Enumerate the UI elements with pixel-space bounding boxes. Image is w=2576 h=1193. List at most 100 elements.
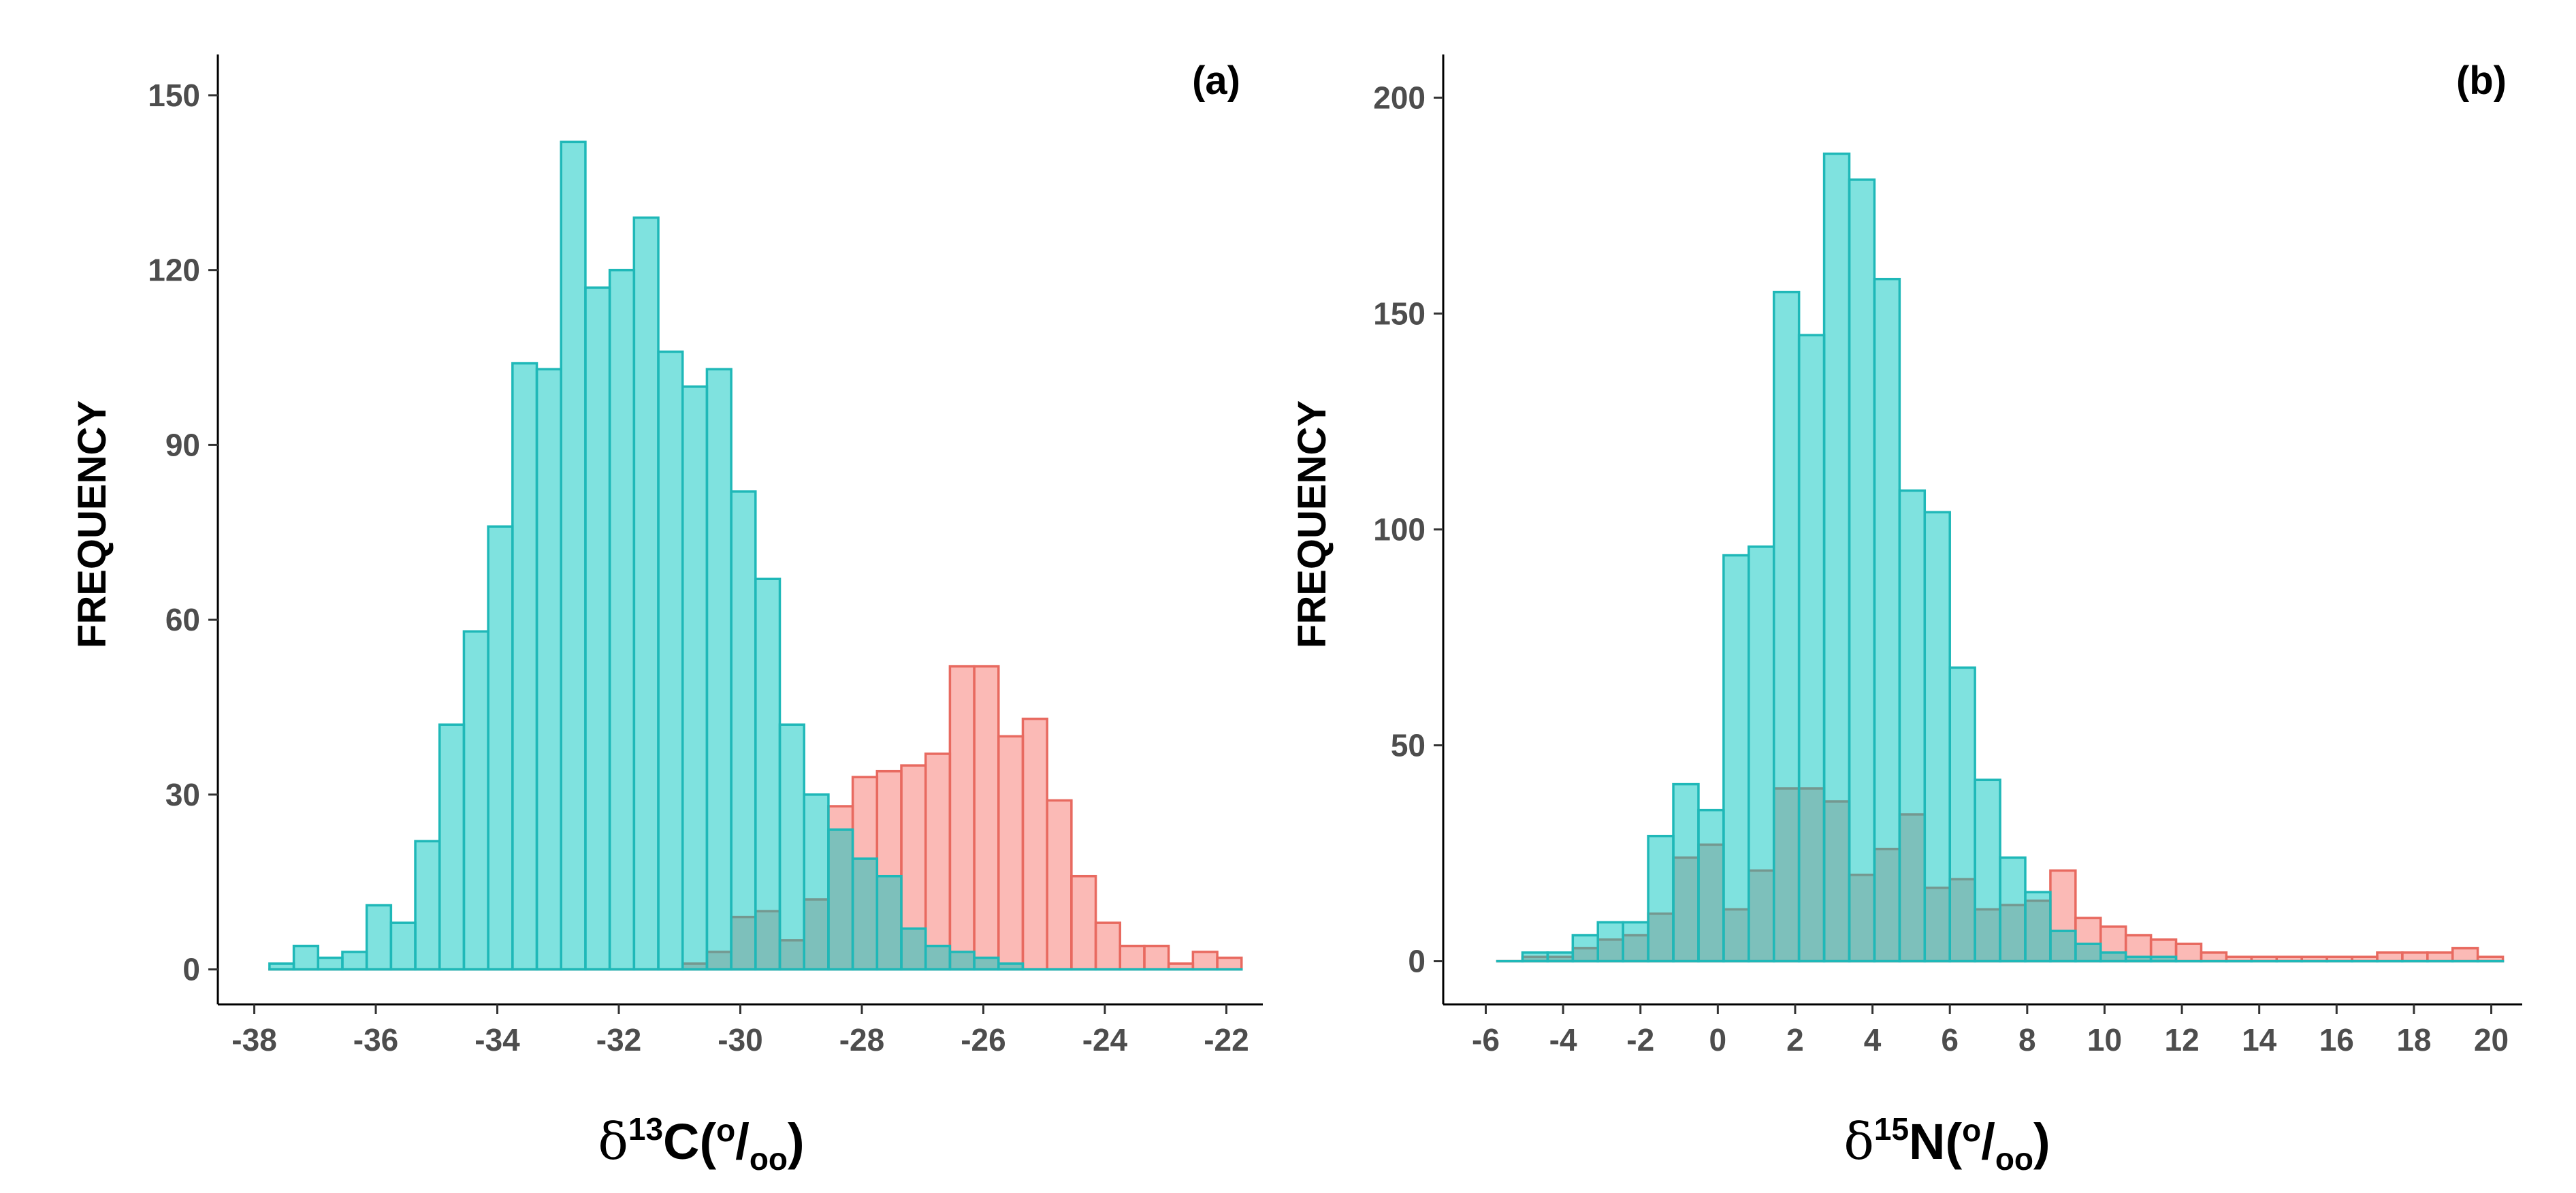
panel-b-x-tick-label-2: -2 [1626,1022,1654,1057]
panel-b-bar-teal-19 [1974,778,2001,963]
panel-b-x-tick-label-7: 8 [2018,1022,2036,1057]
panel-b-x-title-slash: / [1981,1113,1995,1170]
panel-b-x-title-close-paren: ) [2033,1113,2050,1170]
panel-a-label: (a) [1192,59,1240,103]
panel-a-x-tick-label-4: -30 [718,1022,762,1057]
panel-a-bar-red-32 [1046,799,1073,971]
panel-b-bar-red-38 [2451,947,2479,963]
panel-b-bar-teal-12 [1797,334,1826,963]
panel-b-y-tick-label-0: 0 [1408,944,1426,979]
panel-b-y-axis-title: FREQUENCY [1290,400,1334,648]
panel-a-x-tick-label-6: -26 [961,1022,1005,1057]
panel-a-bar-teal-24 [851,857,879,971]
panel-a-x-tick-label-1: -36 [353,1022,398,1057]
panel-a-y-tick-label-3: 90 [165,427,200,462]
panel-b-bar-teal-25 [2124,955,2153,963]
panel-a-y-tick-label-4: 120 [148,253,200,288]
panel-b-bar-teal-18 [1948,666,1976,963]
panel-b-bar-teal-7 [1672,782,1700,963]
panel-b-bar-teal-1 [1521,951,1549,963]
panel-a-bar-teal-5 [389,921,417,971]
panel-b-x-title-superscript: 15 [1874,1111,1909,1147]
panel-b-x-title-delta: δ [1844,1113,1874,1171]
panel-b-x-tick-label-10: 14 [2242,1022,2277,1057]
panel-a-x-title-superscript: 13 [628,1111,663,1147]
panel-b-bar-teal-10 [1748,545,1775,963]
panel-b-x-tick-label-0: -6 [1472,1022,1500,1057]
panel-b-axes: 0 50 100 150 200 -6 -4 -2 0 2 4 6 8 10 12 14 16 18 20 [1373,54,2522,1057]
panel-b-bar-red-35 [2376,951,2404,963]
panel-a-bar-teal-21 [778,723,805,971]
panel-a-bars [268,140,1243,971]
panel-b-bar-teal-3 [1571,934,1599,963]
panel-a-bar-red-30 [997,735,1025,971]
panel-a-bar-red-39 [1216,956,1243,971]
panel-a-y-axis-title: FREQUENCY [70,400,114,648]
panel-a-bar-red-27 [924,752,952,971]
panel-b-x-tick-label-5: 4 [1864,1022,1882,1057]
panel-a-bar-teal-12 [560,140,587,971]
panel-a-bar-red-36 [1143,944,1170,971]
panel-b-bar-teal-21 [2024,891,2052,963]
panel-b-label: (b) [2456,59,2507,103]
panel-b-bar-teal-22 [2049,929,2077,963]
panel-a-bar-teal-25 [875,874,903,971]
panel-b-x-tick-label-3: 0 [1709,1022,1727,1057]
panel-b-bar-teal-8 [1697,808,1725,963]
panel-a-x-title-element: C [663,1113,699,1170]
panel-a-bar-teal-16 [657,350,684,971]
panel-a-axes: 0 30 60 90 120 150 -38 -36 -34 -32 -30 -28 -26 -24 -22 [148,54,1263,1057]
panel-a-bar-teal-19 [730,490,757,971]
panel-a-x-title-close-paren: ) [788,1113,805,1170]
panel-a-bar-teal-7 [438,723,466,971]
panel-b-bar-red-28 [2200,951,2228,963]
panel-a-bar-teal-6 [414,840,441,971]
panel-b-bar-teal-5 [1622,921,1649,963]
panel-a-bar-red-31 [1021,717,1048,971]
panel-b-x-tick-label-4: 2 [1786,1022,1804,1057]
panel-a-bar-red-33 [1070,874,1097,971]
panel-a-y-tick-label-2: 60 [165,602,200,637]
panel-a-bar-red-34 [1094,921,1122,971]
panel-a-x-title-per-sup: o [716,1113,735,1148]
panel-a-bar-teal-4 [365,904,393,971]
panel-b-bar-teal-20 [1999,856,2027,963]
panel-b-bar-teal-26 [2149,955,2178,963]
panel-a-bar-teal-9 [487,525,514,971]
panel-a-bar-teal-18 [705,368,732,971]
panel-b-bar-red-27 [2174,942,2203,963]
panel-b-bar-teal-4 [1596,921,1624,963]
panel-b-bar-teal-23 [2074,942,2102,963]
panel-b-bar-teal-15 [1873,277,1901,963]
panel-a-bar-teal-30 [997,962,1025,971]
panel-a-bar-teal-26 [900,927,927,971]
panel-a-bar-teal-1 [292,944,320,971]
panel-b-bar-teal-9 [1722,554,1750,963]
panel-b-x-title-element: N [1909,1113,1945,1170]
panel-b-x-tick-label-12: 18 [2396,1022,2431,1057]
panel-b-y-tick-label-3: 150 [1373,296,1426,331]
panel-b-bar-teal-16 [1898,489,1927,963]
panel-a-bar-teal-22 [803,793,830,971]
panel-a-bar-teal-14 [608,268,636,971]
panel-b-y-tick-label-1: 50 [1391,728,1426,763]
panel-b-x-title-open-paren: ( [1946,1113,1963,1170]
panel-a-y-tick-label-5: 150 [148,78,200,113]
panel-a-bar-teal-17 [681,385,709,971]
panel-a-x-title-delta: δ [598,1113,628,1171]
panel-a-x-tick-label-0: -38 [231,1022,276,1057]
panel-a-bar-teal-2 [317,956,344,971]
panel-b-x-tick-label-9: 12 [2164,1022,2199,1057]
panel-a-x-title-per-sub: oo [750,1141,788,1177]
panel-a-bar-teal-11 [535,368,562,971]
panel-b-y-tick-label-2: 100 [1373,512,1426,547]
panel-a-bar-red-38 [1191,951,1219,971]
panel-b-bar-teal-17 [1923,511,1951,963]
panel-b-bar-teal-11 [1772,291,1801,963]
panel-a-bar-teal-20 [754,577,782,971]
panel-a-bar-teal-8 [462,630,489,971]
panel-b-y-tick-label-4: 200 [1373,80,1426,115]
panel-b-bar-teal-13 [1822,153,1851,963]
panel-b-x-tick-label-11: 16 [2319,1022,2354,1057]
